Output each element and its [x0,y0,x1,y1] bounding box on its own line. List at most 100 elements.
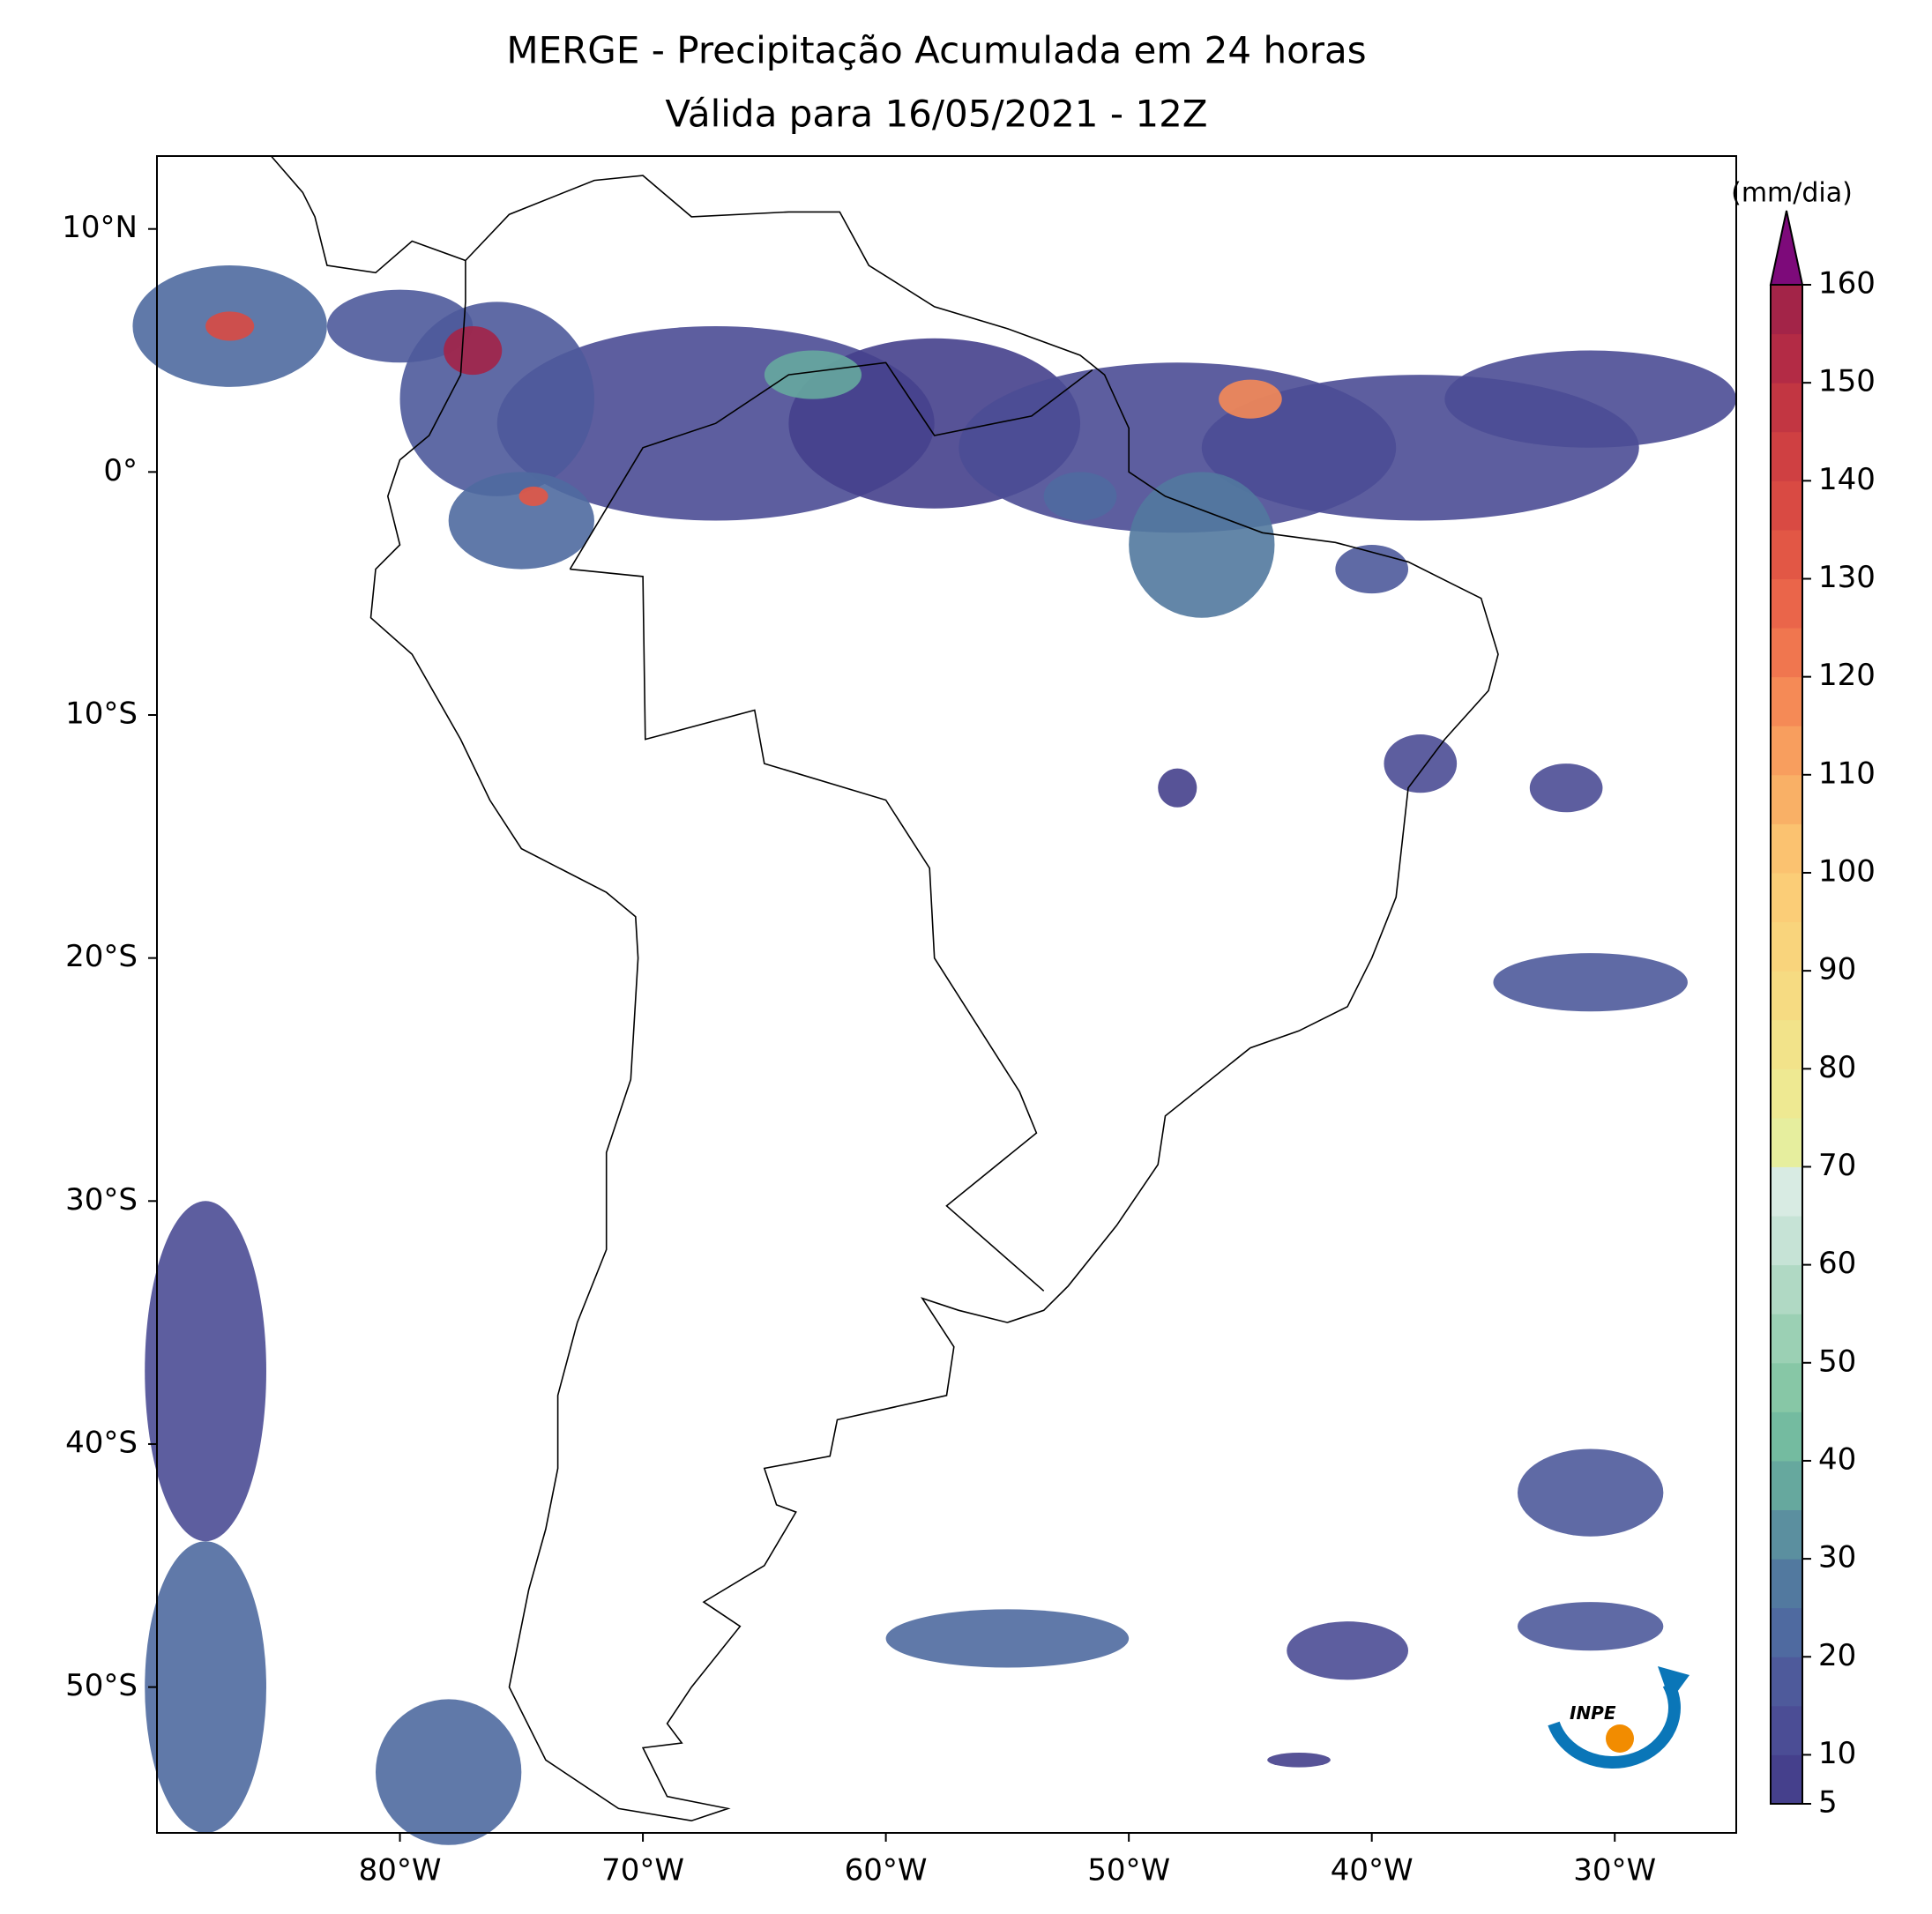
map-frame [156,155,1737,1834]
x-tick-label: 30°W [1573,1853,1656,1888]
logo-arrow [1658,1666,1690,1702]
logo: INPE [1548,1666,1690,1769]
logo-text: INPE [1570,1702,1616,1724]
rain-area [1158,768,1197,808]
colorbar-extend [1769,210,1804,286]
colorbar-segment [1771,333,1802,384]
colorbar-segment [1771,1607,1802,1657]
x-tick-label: 50°W [1087,1853,1170,1888]
colorbar-segment [1771,823,1802,874]
rain-area [448,472,594,570]
colorbar-tick-label: 70 [1818,1148,1856,1183]
y-tick-label: 0° [103,453,138,488]
rain-area [1287,1621,1409,1680]
rain-area [1444,350,1736,448]
colorbar-segment [1771,1069,1802,1119]
rain-area [764,350,862,399]
colorbar-segment [1771,1754,1802,1805]
rain-area [1129,472,1275,618]
rain-area [145,1541,266,1833]
rain-area [518,486,548,506]
rain-area [1043,472,1117,521]
colorbar-segment [1771,1314,1802,1364]
colorbar-segment [1771,676,1802,726]
y-tick-label: 50°S [65,1668,138,1703]
colorbar-tick-label: 10 [1818,1736,1856,1771]
colorbar-segment [1771,1559,1802,1609]
colorbar-tick-label: 20 [1818,1638,1856,1673]
coastline [270,155,466,274]
y-tick-label: 40°S [65,1425,138,1460]
colorbar-segment [1771,1509,1802,1560]
precipitation [132,265,1736,1845]
colorbar-segment [1771,529,1802,579]
colorbar-segment [1771,1264,1802,1314]
colorbar-segment [1771,1411,1802,1462]
logo-dot [1606,1724,1634,1753]
x-tick-label: 40°W [1331,1853,1414,1888]
border [569,361,1093,570]
colorbar-tick-label: 100 [1818,853,1876,889]
colorbar-tick-label: 130 [1818,560,1876,595]
y-tick-label: 10°S [65,696,138,732]
colorbar-tick-label: 120 [1818,658,1876,693]
subtitle: Válida para 16/05/2021 - 12Z [665,93,1207,136]
colorbar-tick-label: 140 [1818,462,1876,497]
logo-arc [1548,1680,1681,1769]
colorbar-segment [1771,1216,1802,1266]
y-tick-label: 10°N [62,210,138,245]
colorbar-segment [1771,1460,1802,1511]
title: MERGE - Precipitação Acumulada em 24 hor… [506,29,1366,72]
colorbar-tick-label: 30 [1818,1540,1856,1575]
rain-area [1493,953,1688,1012]
y-tick-label: 20°S [65,939,138,974]
rain-area [145,1201,266,1542]
rain-area [1518,1449,1664,1537]
x-tick-label: 80°W [359,1853,442,1888]
colorbar-tick-label: 160 [1818,266,1876,302]
colorbar-segment [1771,872,1802,923]
rain-area [1219,379,1282,419]
colorbar-segment [1771,578,1802,629]
colorbar-label: (mm/dia) [1731,178,1853,209]
rain-area [205,311,255,341]
colorbar-segment [1771,1362,1802,1412]
colorbar-segment [1771,431,1802,481]
colorbar-segment [1771,1657,1802,1707]
colorbar-tick-label: 40 [1818,1441,1856,1477]
rain-area [1267,1753,1331,1768]
rain-area [375,1699,522,1845]
colorbar-segment [1771,726,1802,776]
colorbar-segment [1771,921,1802,972]
colorbar-segment [1771,1117,1802,1167]
colorbar-segment [1771,971,1802,1021]
colorbar-segment [1771,1019,1802,1069]
y-tick-label: 30°S [65,1182,138,1218]
colorbar-segment [1771,383,1802,433]
x-tick-label: 70°W [601,1853,684,1888]
colorbar-segment [1771,628,1802,678]
colorbar-segment [1771,774,1802,824]
colorbar-segment [1771,480,1802,531]
rain-area [444,325,503,376]
rain-area [1529,763,1603,813]
colorbar-tick-label: 60 [1818,1246,1856,1281]
x-tick-label: 60°W [845,1853,928,1888]
colorbar-tick-label: 5 [1818,1785,1838,1821]
colorbar-frame [1770,284,1803,1805]
rain-area [1518,1602,1664,1651]
colorbar-segment [1771,285,1802,335]
colorbar-tick-label: 110 [1818,756,1876,791]
colorbar-segment [1771,1166,1802,1217]
coastlines [270,155,1499,1822]
border [570,568,1045,1292]
coastline [369,175,1499,1822]
rain-area [326,289,474,363]
colorbar-tick-label: 50 [1818,1344,1856,1379]
colorbar-tick-label: 150 [1818,364,1876,399]
colorbar-tick-label: 90 [1818,952,1856,987]
colorbar-tick-label: 80 [1818,1050,1856,1085]
rain-area [885,1609,1130,1668]
rain-area [1384,734,1458,793]
